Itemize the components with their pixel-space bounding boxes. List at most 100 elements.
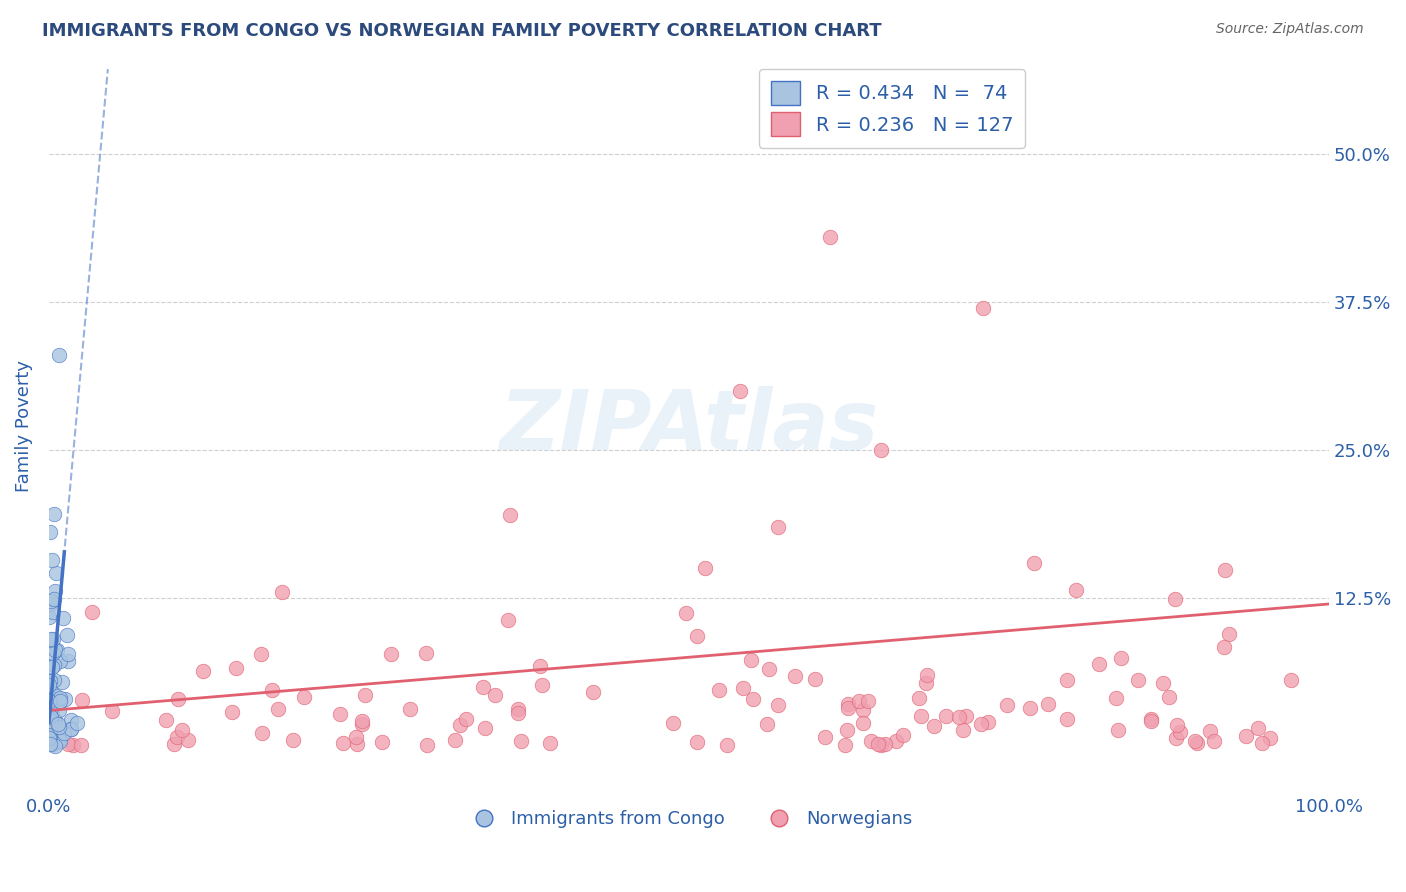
Point: [52, 610, 75, 624]
Point: [766, 698, 789, 713]
Point: [496, 613, 519, 627]
Point: [848, 694, 870, 708]
Point: [1234, 729, 1257, 743]
Point: [39, 710, 62, 724]
Point: [471, 680, 494, 694]
Point: [1204, 734, 1226, 748]
Point: [53, 692, 76, 706]
Point: [1250, 735, 1272, 749]
Point: [910, 708, 932, 723]
Point: [167, 692, 190, 706]
Point: [1107, 723, 1129, 738]
Point: [49, 654, 72, 668]
Point: [39, 673, 62, 687]
Point: [48, 717, 70, 731]
Point: [852, 703, 875, 717]
Point: [250, 648, 273, 662]
Point: [474, 721, 496, 735]
Point: [39, 594, 62, 608]
Point: [415, 647, 437, 661]
Point: [42, 507, 65, 521]
Point: [346, 737, 368, 751]
Point: [449, 718, 471, 732]
Point: [716, 738, 738, 752]
Point: [1105, 691, 1128, 706]
Point: [38, 633, 60, 648]
Point: [860, 734, 883, 748]
Point: [267, 702, 290, 716]
Point: [44, 643, 66, 657]
Point: [46, 643, 69, 657]
Point: [53, 725, 76, 739]
Point: [56, 648, 79, 662]
Point: [1187, 736, 1209, 750]
Point: [166, 730, 188, 744]
Point: [39, 698, 62, 712]
Point: [785, 669, 807, 683]
Point: [1140, 714, 1163, 728]
Point: [41, 703, 63, 717]
Point: [350, 714, 373, 728]
Text: IMMIGRANTS FROM CONGO VS NORWEGIAN FAMILY POVERTY CORRELATION CHART: IMMIGRANTS FROM CONGO VS NORWEGIAN FAMIL…: [42, 22, 882, 40]
Point: [908, 690, 931, 705]
Point: [39, 525, 62, 540]
Point: [508, 702, 530, 716]
Point: [38, 705, 60, 719]
Point: [39, 720, 62, 734]
Point: [344, 730, 367, 744]
Point: [80, 605, 103, 619]
Point: [252, 725, 274, 739]
Point: [834, 738, 856, 752]
Point: [44, 714, 66, 729]
Point: [62, 739, 84, 753]
Point: [48, 733, 70, 747]
Point: [42, 606, 65, 620]
Point: [163, 737, 186, 751]
Point: [44, 713, 66, 727]
Point: [42, 737, 65, 751]
Point: [530, 678, 553, 692]
Point: [39, 597, 62, 611]
Point: [41, 712, 63, 726]
Point: [538, 735, 561, 749]
Point: [38, 704, 60, 718]
Point: [685, 629, 707, 643]
Point: [39, 723, 62, 737]
Point: [1168, 725, 1191, 739]
Point: [858, 694, 880, 708]
Point: [41, 632, 63, 646]
Point: [39, 731, 62, 746]
Point: [225, 661, 247, 675]
Point: [45, 689, 67, 703]
Point: [1126, 673, 1149, 687]
Point: [803, 672, 825, 686]
Point: [39, 737, 62, 751]
Point: [891, 727, 914, 741]
Point: [101, 704, 124, 718]
Point: [1024, 556, 1046, 570]
Text: Source: ZipAtlas.com: Source: ZipAtlas.com: [1216, 22, 1364, 37]
Point: [39, 685, 62, 699]
Point: [1019, 700, 1042, 714]
Point: [758, 662, 780, 676]
Point: [1198, 724, 1220, 739]
Point: [756, 716, 779, 731]
Point: [869, 443, 891, 458]
Text: ZIPAtlas: ZIPAtlas: [499, 386, 879, 467]
Point: [875, 737, 897, 751]
Point: [48, 731, 70, 746]
Point: [915, 668, 938, 682]
Point: [995, 698, 1018, 713]
Point: [582, 684, 605, 698]
Point: [1140, 712, 1163, 726]
Point: [1056, 713, 1078, 727]
Point: [955, 709, 977, 723]
Point: [49, 691, 72, 706]
Point: [41, 646, 63, 660]
Point: [49, 693, 72, 707]
Point: [416, 738, 439, 752]
Point: [1218, 627, 1240, 641]
Point: [686, 735, 709, 749]
Point: [444, 733, 467, 747]
Point: [56, 737, 79, 751]
